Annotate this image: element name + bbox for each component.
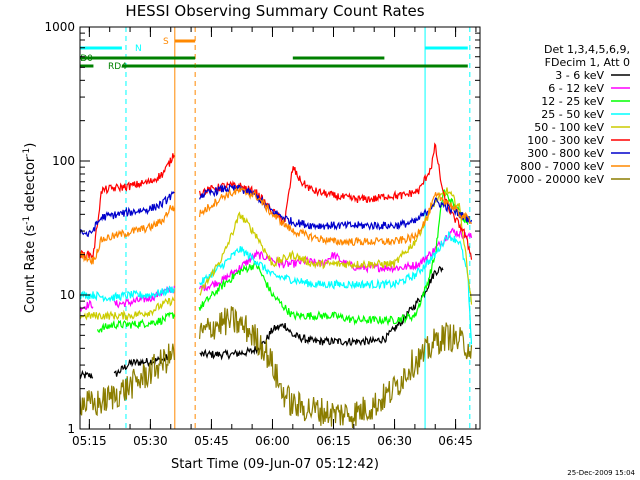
flag-label-s: S — [163, 37, 169, 47]
y-tick-label-1: 10 — [60, 288, 75, 302]
y-tick-label-3: 1000 — [44, 20, 75, 34]
legend-label-8: 7000 - 20000 keV — [506, 173, 604, 186]
timestamp: 25-Dec-2009 15:04 — [567, 469, 635, 477]
series-line-8 — [80, 306, 473, 429]
y-tick-label-2: 100 — [52, 154, 75, 168]
legend-header-line2: FDecim 1, Att 0 — [545, 56, 630, 69]
flag-label-n: N — [135, 44, 142, 54]
legend-label-6: 300 - 800 keV — [527, 147, 604, 160]
plot-area: N S RD0 RD4 — [74, 27, 473, 429]
x-tick-label-0: 05:15 — [72, 434, 107, 448]
legend-label-5: 100 - 300 keV — [527, 134, 604, 147]
legend: Det 1,3,4,5,6,9, FDecim 1, Att 0 3 - 6 k… — [506, 43, 630, 186]
y-axis-label-sup2: -1 — [22, 148, 32, 157]
x-tick-label-3: 06:00 — [255, 434, 290, 448]
legend-label-4: 50 - 100 keV — [534, 121, 604, 134]
x-tick-label-5: 06:30 — [377, 434, 412, 448]
x-axis-label: Start Time (09-Jun-07 05:12:42) — [171, 457, 379, 472]
legend-label-3: 25 - 50 keV — [541, 108, 604, 121]
x-tick-label-6: 06:45 — [438, 434, 473, 448]
y-axis-label-part1: Count Rate (s — [23, 225, 38, 314]
y-axis-label: Count Rate (s-1 detector-1) — [22, 143, 38, 314]
plot-content: N S RD0 RD4 — [74, 27, 473, 429]
axes: 1 10 100 1000 05:15 05:30 05:45 06:00 06:15 06:30… — [44, 20, 480, 448]
x-tick-label-2: 05:45 — [194, 434, 229, 448]
flag-label-rd0: RD0 — [74, 54, 93, 64]
legend-label-7: 800 - 7000 keV — [520, 160, 604, 173]
legend-header-line1: Det 1,3,4,5,6,9, — [544, 43, 630, 56]
y-axis-label-part2: detector — [23, 156, 38, 216]
series-line-4 — [80, 187, 473, 322]
plot-frame — [79, 26, 481, 430]
legend-label-1: 6 - 12 keV — [548, 82, 604, 95]
series-line-5 — [80, 142, 473, 260]
series-line-7 — [80, 186, 472, 266]
y-tick-label-0: 1 — [67, 422, 75, 436]
chart-title: HESSI Observing Summary Count Rates — [125, 2, 424, 20]
y-axis-label-part3: ) — [23, 143, 38, 148]
y-axis-label-sup1: -1 — [22, 216, 32, 225]
series-line-3 — [80, 230, 473, 345]
series-line-2 — [96, 189, 469, 334]
legend-label-0: 3 - 6 keV — [555, 69, 604, 82]
x-tick-label-4: 06:15 — [316, 434, 351, 448]
legend-label-2: 12 - 25 keV — [541, 95, 604, 108]
flag-label-rd4: RD4 — [108, 62, 127, 72]
x-tick-label-1: 05:30 — [133, 434, 168, 448]
